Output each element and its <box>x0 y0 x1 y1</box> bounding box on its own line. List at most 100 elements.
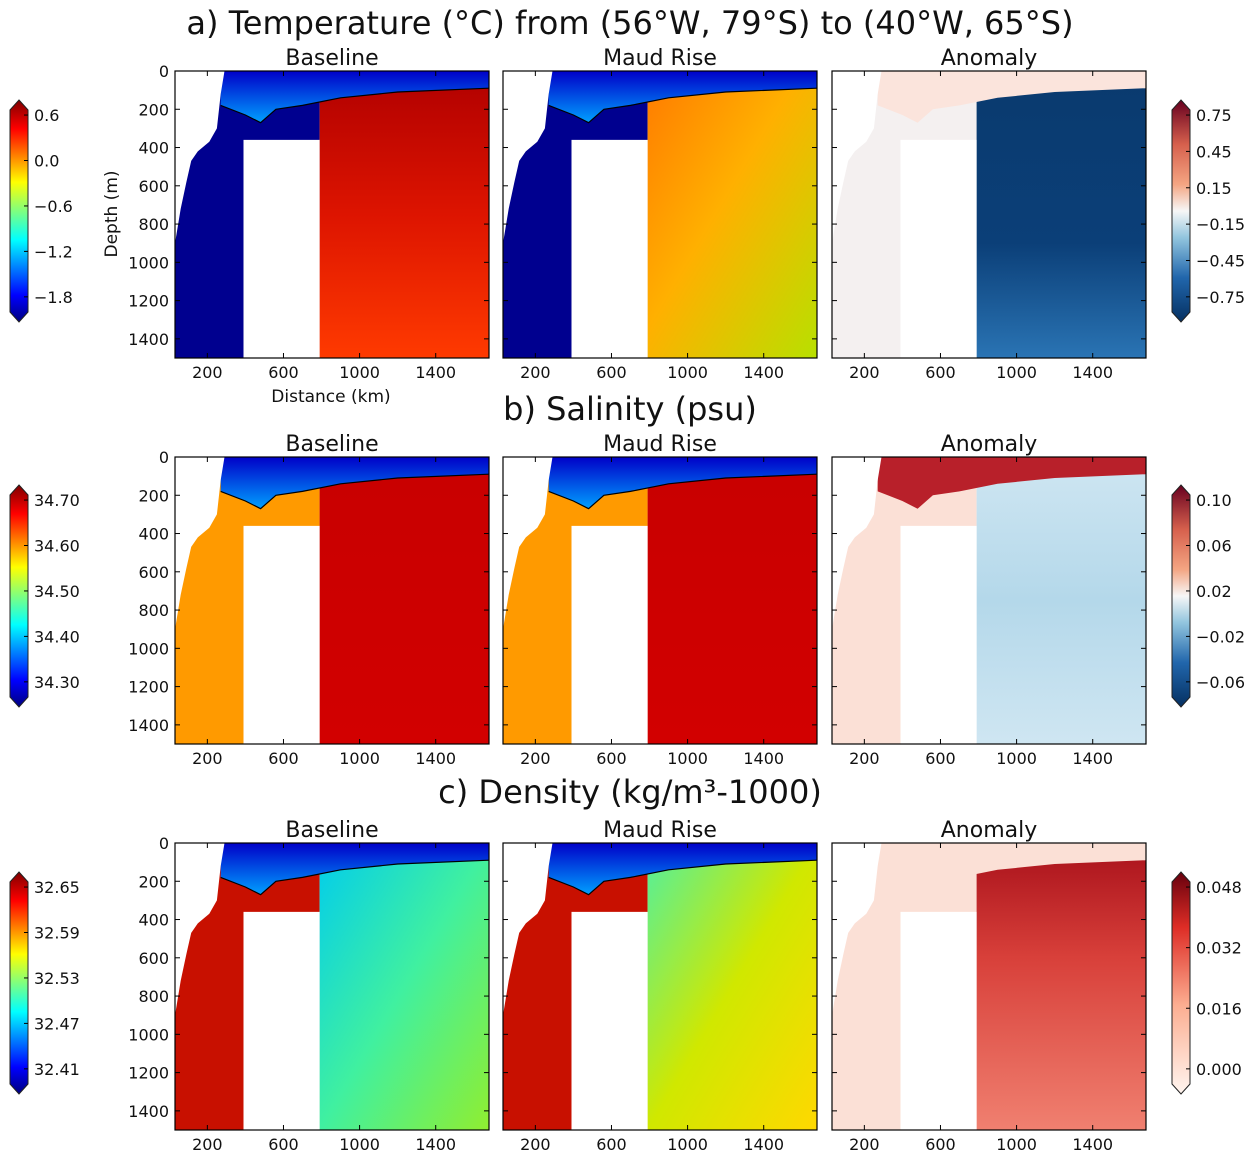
x-axis-label: Distance (km) <box>271 387 390 407</box>
panel-frame <box>831 70 1147 359</box>
field-deep <box>319 843 489 1130</box>
row-title-temperature: a) Temperature (°C) from (56°W, 79°S) to… <box>186 4 1073 42</box>
panel-title: Anomaly <box>941 818 1038 843</box>
colorbar-bar <box>9 99 29 323</box>
panel-frame <box>174 842 490 1131</box>
colorbar-tick-label: −1.8 <box>34 288 73 307</box>
land-mask <box>175 71 225 358</box>
panel-density-0: Baseline 200 600 1000 1400 0 200 400 600 800 1000 1… <box>128 818 490 1153</box>
panel-frame <box>502 456 818 745</box>
panel-title: Baseline <box>285 432 378 457</box>
x-tick-label: 1400 <box>415 1135 456 1153</box>
colorbar-tick-label: 0.15 <box>1196 179 1232 198</box>
field-deep <box>976 843 1146 1130</box>
field-surface <box>877 71 1146 123</box>
colorbar-tick-label: 34.50 <box>34 582 80 601</box>
bathymetry-mask <box>243 139 320 358</box>
bathymetry-mask <box>243 525 320 744</box>
colorbar-left-salinity: 34.70 34.60 34.50 34.40 34.30 <box>9 484 80 708</box>
x-tick-label: 1400 <box>743 363 784 382</box>
colorbar-tick-label: 0.02 <box>1196 582 1232 601</box>
x-tick-label: 200 <box>192 1135 223 1153</box>
x-tick-label: 600 <box>925 749 956 768</box>
panel-frame <box>831 456 1147 745</box>
colorbar-tick-label: 0.048 <box>1196 878 1242 897</box>
bathymetry-mask <box>571 525 648 744</box>
x-tick-label: 1000 <box>339 1135 380 1153</box>
panel-frame <box>174 70 490 359</box>
colorbar-tick-label: 32.41 <box>34 1060 80 1079</box>
y-tick-label: 600 <box>138 949 169 968</box>
colorbar-bar <box>9 484 29 708</box>
land-mask <box>503 843 553 1130</box>
row-title-salinity: b) Salinity (psu) <box>503 390 757 428</box>
x-tick-label: 1000 <box>667 1135 708 1153</box>
y-axis-label: Depth (m) <box>102 170 122 257</box>
x-tick-label: 600 <box>268 749 299 768</box>
x-tick-label: 200 <box>520 749 551 768</box>
land-mask <box>503 457 553 744</box>
y-tick-label: 1200 <box>128 292 169 311</box>
colorbar-tick-label: 32.47 <box>34 1014 80 1033</box>
contour-line <box>220 87 490 124</box>
x-tick-label: 600 <box>925 363 956 382</box>
panel-frame <box>831 842 1147 1131</box>
colorbar-tick-label: −0.15 <box>1196 215 1245 234</box>
x-tick-label: 600 <box>925 1135 956 1153</box>
bathymetry-mask <box>900 139 977 358</box>
panel-title: Anomaly <box>941 46 1038 71</box>
panel-title: Maud Rise <box>603 432 717 457</box>
colorbar-tick-label: 0.75 <box>1196 106 1232 125</box>
colorbar-tick-label: −1.2 <box>34 242 73 261</box>
x-tick-label: 600 <box>596 749 627 768</box>
colorbar-tick-label: 32.65 <box>34 878 80 897</box>
contour-line <box>220 473 490 510</box>
colorbar-right-temperature: 0.75 0.45 0.15 −0.15 −0.45 −0.75 <box>1171 99 1245 323</box>
field-deep <box>647 457 817 744</box>
x-tick-label: 600 <box>596 1135 627 1153</box>
x-tick-label: 1400 <box>1072 363 1113 382</box>
x-tick-label: 600 <box>596 363 627 382</box>
field-surface <box>877 843 1146 895</box>
panel-title: Baseline <box>285 818 378 843</box>
colorbar-right-salinity: 0.10 0.06 0.02 −0.02 −0.06 <box>1171 484 1245 708</box>
colorbar-tick-label: 0.45 <box>1196 142 1232 161</box>
x-tick-label: 600 <box>268 1135 299 1153</box>
field-deep <box>976 457 1146 744</box>
colorbar-tick-label: 34.40 <box>34 627 80 646</box>
y-tick-label: 800 <box>138 987 169 1006</box>
x-tick-label: 600 <box>268 363 299 382</box>
colorbar-tick-label: 0.0 <box>34 152 59 171</box>
y-tick-label: 800 <box>138 601 169 620</box>
bathymetry-mask <box>571 139 648 358</box>
colorbar-tick-label: 34.70 <box>34 491 80 510</box>
colorbar-tick-label: 0.032 <box>1196 939 1242 958</box>
y-tick-label: 200 <box>138 486 169 505</box>
panel-title: Anomaly <box>941 432 1038 457</box>
bathymetry-mask <box>571 911 648 1130</box>
land-mask <box>832 843 882 1130</box>
panel-density-1: Maud Rise 200 600 1000 1400 <box>502 818 818 1153</box>
panel-salinity-0: Baseline 200 600 1000 1400 0 200 400 600 800 1000 1… <box>128 432 490 768</box>
colorbar-tick-label: 34.60 <box>34 537 80 556</box>
colorbar-tick-label: 0.6 <box>34 106 59 125</box>
field-deep <box>319 71 489 358</box>
y-tick-label: 1400 <box>128 330 169 349</box>
colorbar-tick-label: −0.45 <box>1196 251 1245 270</box>
colorbar-tick-label: 34.30 <box>34 673 80 692</box>
x-tick-label: 200 <box>849 1135 880 1153</box>
colorbar-tick-label: 0.06 <box>1196 537 1232 556</box>
x-tick-label: 200 <box>520 363 551 382</box>
panel-title: Baseline <box>285 46 378 71</box>
colorbar-tick-label: −0.02 <box>1196 627 1245 646</box>
y-tick-label: 1200 <box>128 678 169 697</box>
land-mask <box>832 457 882 744</box>
y-tick-label: 600 <box>138 563 169 582</box>
field-surface <box>877 457 1146 509</box>
panels: Baseline 200 600 1000 1400 0 200 400 600 800 1000 1… <box>128 46 1147 1153</box>
colorbar-tick-label: 32.53 <box>34 969 80 988</box>
y-tick-label: 1000 <box>128 1025 169 1044</box>
panel-frame <box>502 842 818 1131</box>
colorbar-tick-label: −0.06 <box>1196 673 1245 692</box>
panel-density-2: Anomaly 200 600 1000 1400 <box>831 818 1147 1153</box>
